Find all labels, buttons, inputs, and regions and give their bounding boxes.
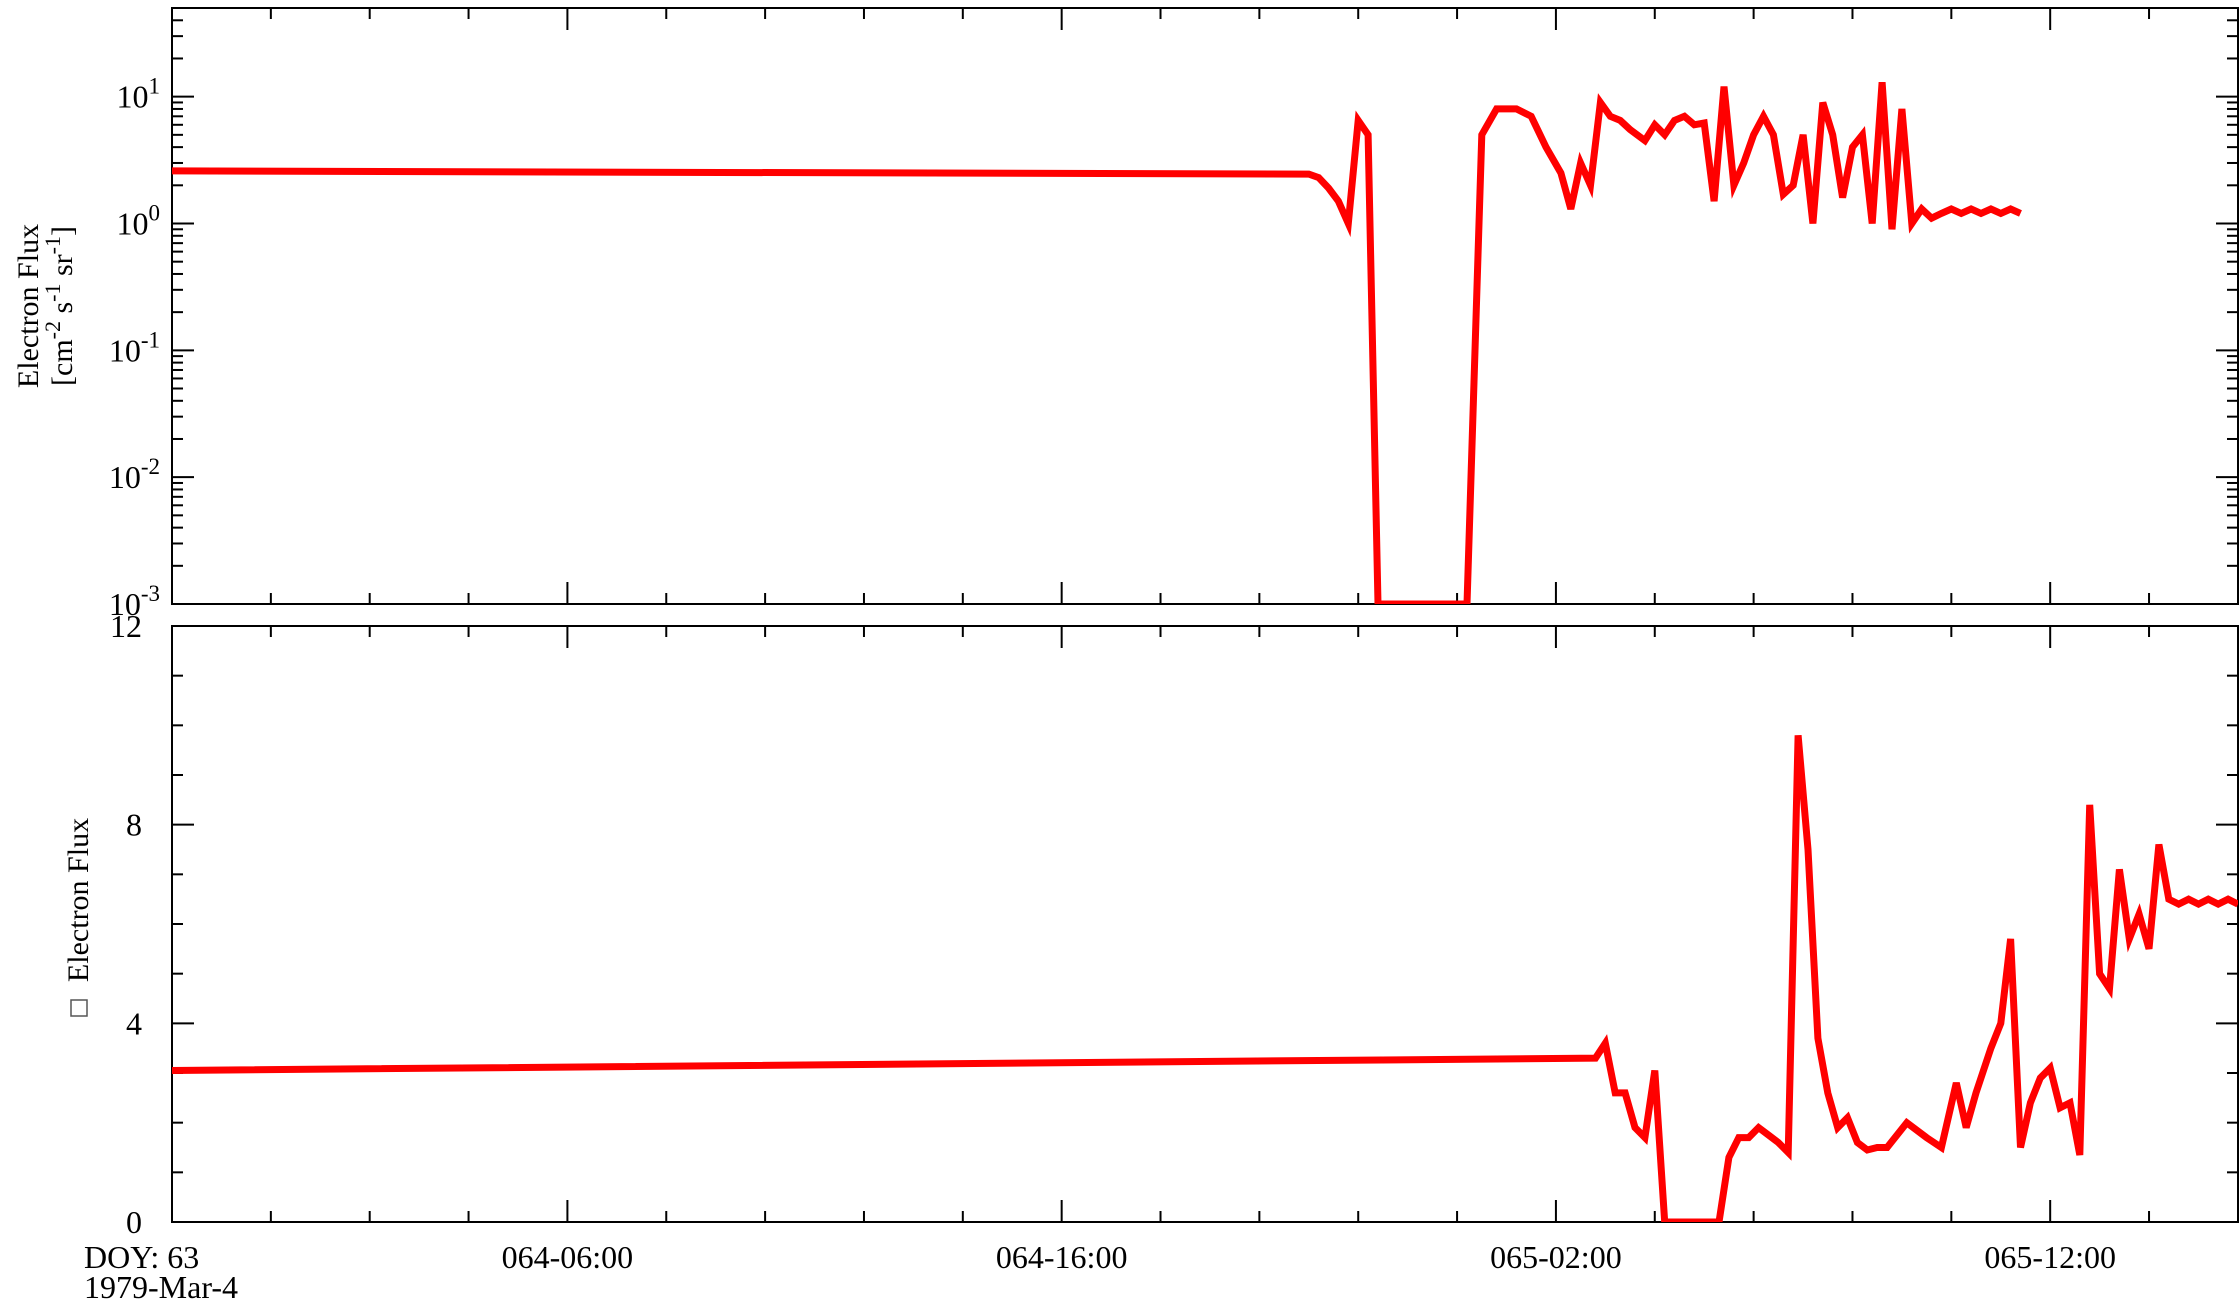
bottom-y-axis-label: Electron Flux [62, 818, 95, 982]
x-tick-labels: DOY: 63 064-06:00 064-16:00 065-02:00 065-12… [84, 1239, 2116, 1275]
top-plot-frame [171, 7, 2239, 605]
missing-glyph-box-icon [70, 999, 88, 1017]
x-tick-label: 065-02:00 [1490, 1239, 1622, 1275]
top-y-tick-label: 10-3 [109, 581, 160, 622]
top-y-tick-label: 10-2 [109, 454, 160, 495]
x-tick-label: DOY: 63 [84, 1239, 199, 1275]
top-y-axis-label-line1: Electron Flux [12, 224, 45, 388]
bottom-plot-frame [171, 625, 2239, 1223]
top-panel-flux-log: 101 100 10-1 10-2 10-3 Electron Flux [cm-2 s… [12, 7, 2239, 622]
top-axis-ticks [171, 7, 2238, 605]
bottom-y-tick-labels: 0 4 8 12 [110, 608, 142, 1240]
top-y-tick-labels: 101 100 10-1 10-2 10-3 [109, 74, 160, 622]
bottom-y-tick-label: 8 [126, 807, 142, 843]
top-y-tick-label: 101 [117, 74, 161, 115]
bottom-axis-ticks [171, 625, 2238, 1223]
bottom-series-line [172, 734, 2238, 1222]
x-tick-label: 064-06:00 [502, 1239, 634, 1275]
top-series-line [172, 81, 2022, 604]
top-y-tick-label: 100 [117, 200, 161, 241]
date-label: 1979-Mar-4 [84, 1269, 238, 1305]
x-tick-label: 064-16:00 [996, 1239, 1128, 1275]
bottom-y-tick-label: 4 [126, 1005, 142, 1041]
bottom-panel-flux-linear: 0 4 8 12 Electron Flux DOY: 63 064-06:00 064-… [62, 608, 2239, 1305]
bottom-y-tick-label: 12 [110, 608, 142, 644]
bottom-y-tick-label: 0 [126, 1204, 142, 1240]
x-tick-label: 065-12:00 [1984, 1239, 2116, 1275]
top-y-axis-label-units: [cm-2 s-1 sr-1] [40, 226, 79, 386]
top-y-tick-label: 10-1 [109, 327, 160, 368]
